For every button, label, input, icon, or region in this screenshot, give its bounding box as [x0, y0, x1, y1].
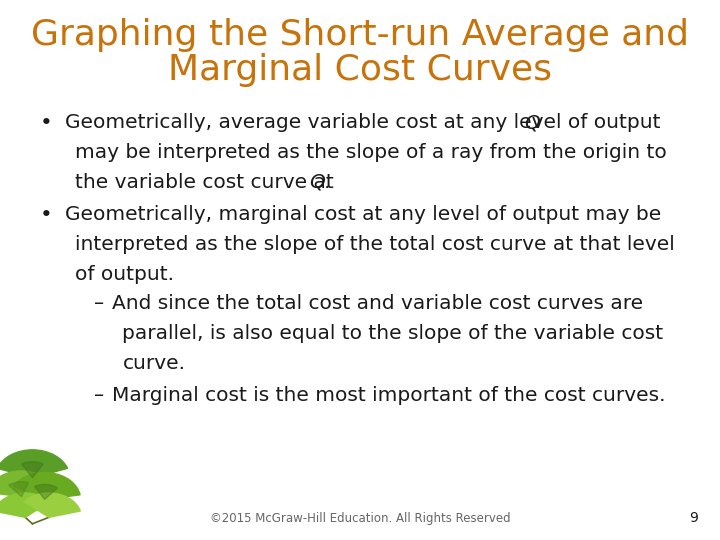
Text: 9: 9 — [690, 511, 698, 525]
Text: •: • — [40, 113, 53, 133]
Wedge shape — [22, 462, 43, 478]
Text: Marginal Cost Curves: Marginal Cost Curves — [168, 53, 552, 87]
Text: may be interpreted as the slope of a ray from the origin to: may be interpreted as the slope of a ray… — [75, 143, 667, 162]
Text: Geometrically, average variable cost at any level of output: Geometrically, average variable cost at … — [65, 113, 667, 132]
Wedge shape — [9, 482, 29, 497]
Wedge shape — [24, 493, 80, 517]
Wedge shape — [0, 471, 52, 497]
Text: interpreted as the slope of the total cost curve at that level: interpreted as the slope of the total co… — [75, 235, 675, 254]
Wedge shape — [0, 450, 68, 478]
Text: Q.: Q. — [310, 173, 332, 192]
Wedge shape — [35, 484, 58, 500]
Text: And since the total cost and variable cost curves are: And since the total cost and variable co… — [112, 294, 643, 313]
Wedge shape — [14, 472, 80, 500]
Text: Q: Q — [524, 113, 540, 132]
Text: Marginal cost is the most important of the cost curves.: Marginal cost is the most important of t… — [112, 386, 665, 405]
Wedge shape — [0, 493, 50, 517]
Text: •: • — [40, 205, 53, 225]
Text: Graphing the Short-run Average and: Graphing the Short-run Average and — [31, 18, 689, 52]
Text: ©2015 McGraw-Hill Education. All Rights Reserved: ©2015 McGraw-Hill Education. All Rights … — [210, 512, 510, 525]
Text: parallel, is also equal to the slope of the variable cost: parallel, is also equal to the slope of … — [122, 324, 664, 343]
Text: –: – — [94, 386, 104, 405]
Text: Geometrically, marginal cost at any level of output may be: Geometrically, marginal cost at any leve… — [65, 205, 661, 224]
Text: curve.: curve. — [122, 354, 186, 373]
Text: the variable cost curve at: the variable cost curve at — [75, 173, 340, 192]
Text: of output.: of output. — [75, 265, 174, 284]
Text: –: – — [94, 294, 104, 313]
